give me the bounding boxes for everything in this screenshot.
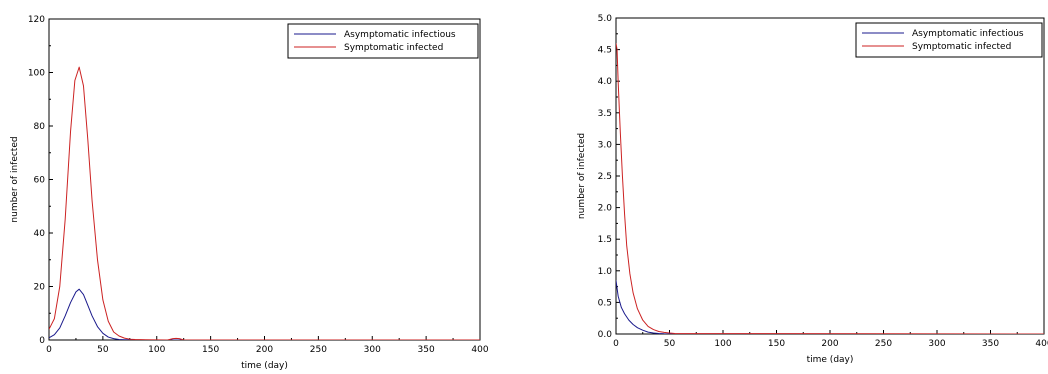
- x-tick-label: 150: [202, 345, 219, 355]
- x-tick-label: 250: [875, 339, 892, 349]
- x-tick-label: 350: [982, 339, 999, 349]
- x-tick-label: 50: [97, 345, 109, 355]
- x-axis-title: time (day): [807, 355, 854, 365]
- y-tick-label: 80: [34, 122, 46, 132]
- y-tick-label: 120: [28, 15, 45, 25]
- plot-area-frame: [615, 17, 1045, 335]
- legend-entry-label: Symptomatic infected: [912, 42, 1011, 52]
- legend-box: [855, 22, 1043, 58]
- y-tick-label: 0: [39, 336, 45, 346]
- y-tick-label: 3.5: [598, 109, 612, 119]
- x-axis-title: time (day): [241, 361, 288, 371]
- x-tick-label: 300: [364, 345, 381, 355]
- legend-entry-label: Asymptomatic infectious: [912, 29, 1024, 39]
- y-tick-label: 1.0: [598, 267, 613, 277]
- y-tick-label: 5.0: [598, 14, 613, 24]
- series-line-symptomatic-infected: [49, 66, 480, 340]
- x-tick-label: 150: [768, 339, 785, 349]
- series-line-asymptomatic-infectious: [49, 288, 480, 340]
- y-tick-label: 20: [34, 283, 46, 293]
- y-tick-label: 3.0: [598, 140, 613, 150]
- legend-entry-label: Symptomatic infected: [344, 43, 443, 53]
- x-tick-label: 100: [148, 345, 165, 355]
- x-tick-label: 0: [46, 345, 52, 355]
- x-tick-label: 350: [418, 345, 435, 355]
- x-tick-label: 400: [471, 345, 488, 355]
- legend-entry-label: Asymptomatic infectious: [344, 30, 456, 40]
- x-tick-label: 100: [714, 339, 731, 349]
- y-tick-label: 4.0: [598, 77, 613, 87]
- y-tick-label: 1.5: [598, 235, 612, 245]
- legend: Asymptomatic infectious Symptomatic infec…: [855, 22, 1043, 58]
- plot-area-frame: [48, 18, 481, 341]
- x-tick-label: 200: [821, 339, 838, 349]
- legend: Asymptomatic infectious Symptomatic infec…: [287, 23, 479, 59]
- series-line-asymptomatic-infectious: [616, 280, 1044, 334]
- x-tick-label: 400: [1035, 339, 1048, 349]
- y-tick-label: 2.5: [598, 172, 612, 182]
- y-tick-label: 2.0: [598, 204, 613, 214]
- chart-1: 0 50 100 150 200 250 300 350 400 0 20 40 60 80 100 120 t…: [10, 15, 489, 371]
- legend-box: [287, 23, 479, 59]
- y-tick-label: 60: [34, 176, 46, 186]
- series-line-symptomatic-infected: [616, 43, 1044, 334]
- chart-2: 0 50 100 150 200 250 300 350 400 0.0 0.5 1.0 1.5 2.0 2…: [577, 14, 1048, 365]
- y-tick-label: 0.5: [598, 298, 612, 308]
- y-tick-label: 40: [34, 229, 46, 239]
- x-tick-label: 50: [664, 339, 676, 349]
- y-tick-label: 4.5: [598, 46, 612, 56]
- x-tick-label: 250: [310, 345, 327, 355]
- y-axis-title: number of infected: [577, 133, 587, 219]
- y-tick-label: 100: [28, 69, 45, 79]
- y-tick-label: 0.0: [598, 330, 613, 340]
- x-tick-label: 300: [928, 339, 945, 349]
- x-tick-label: 0: [613, 339, 619, 349]
- x-tick-label: 200: [256, 345, 273, 355]
- y-axis-title: number of infected: [10, 136, 20, 222]
